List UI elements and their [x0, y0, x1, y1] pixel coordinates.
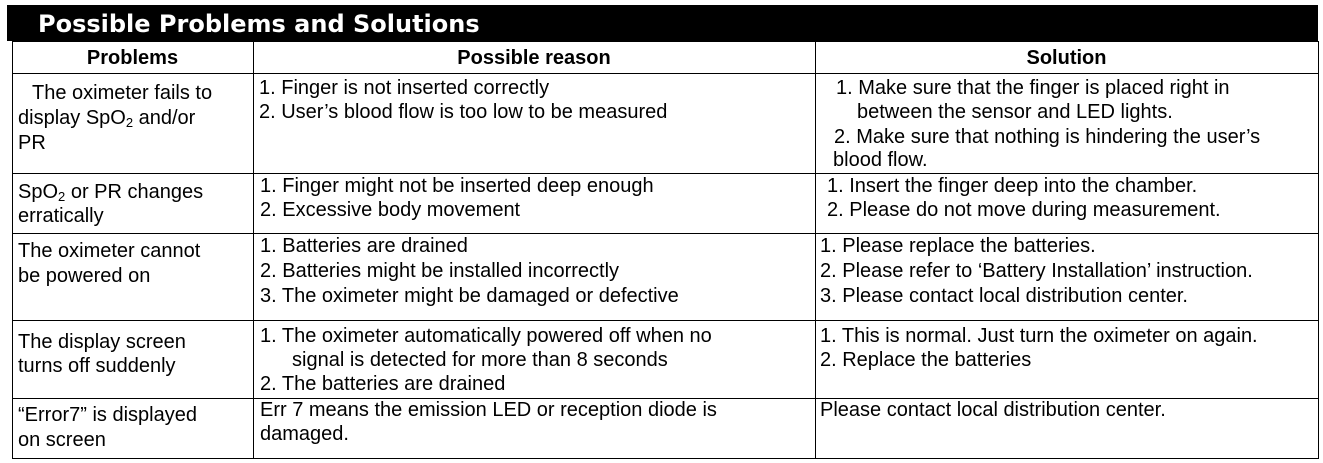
solution-text: 1. This is normal. Just turn the oximete…	[820, 325, 1258, 347]
column-divider	[815, 41, 816, 459]
problem-text: PR	[18, 132, 46, 154]
problem-text: on screen	[18, 429, 106, 451]
problem-text: “Error7” is displayed	[18, 404, 197, 426]
solution-text: 1. Make sure that the finger is placed r…	[836, 77, 1230, 99]
header-reason: Possible reason	[457, 47, 611, 69]
problem-text: The oximeter cannot	[18, 240, 201, 262]
solution-text: 1. Insert the finger deep into the chamb…	[827, 175, 1198, 197]
problem-text: erratically	[18, 205, 104, 227]
solution-text: 2. Make sure that nothing is hindering t…	[834, 126, 1261, 148]
solution-text: 2. Please do not move during measurement…	[827, 199, 1221, 221]
title-bar	[7, 5, 1318, 41]
reason-text: 2. User’s blood flow is too low to be me…	[259, 101, 668, 123]
subscript: 2	[58, 189, 66, 204]
problem-text-part: and/or	[133, 107, 196, 129]
reason-text: 1. Finger might not be inserted deep eno…	[260, 175, 654, 197]
reason-text: 2. The batteries are drained	[260, 373, 506, 395]
solution-text: 2. Replace the batteries	[820, 349, 1032, 371]
reason-text: 1. The oximeter automatically powered of…	[260, 325, 712, 347]
problem-text: be powered on	[18, 265, 151, 287]
header-solution: Solution	[1026, 47, 1107, 69]
problem-text: The display screen	[18, 331, 186, 353]
table-border	[12, 41, 13, 459]
subscript: 2	[125, 115, 134, 130]
table-border	[12, 41, 1319, 42]
problem-text: The oximeter fails to	[32, 82, 213, 104]
header-problems: Problems	[86, 47, 179, 69]
solution-text: 2. Please refer to ‘Battery Installation…	[820, 260, 1253, 282]
reason-text: 1. Finger is not inserted correctly	[259, 77, 550, 99]
reason-text: 3. The oximeter might be damaged or defe…	[260, 285, 679, 307]
reason-text: damaged.	[260, 423, 349, 445]
solution-text: Please contact local distribution center…	[820, 399, 1166, 421]
row-divider	[12, 73, 1319, 74]
solution-text: between the sensor and LED lights.	[857, 101, 1173, 123]
row-divider	[12, 398, 1319, 399]
solution-text: 3. Please contact local distribution cen…	[820, 285, 1188, 307]
row-divider	[12, 173, 1319, 174]
page-title: Possible Problems and Solutions	[38, 10, 480, 38]
problem-text: SpO2 or PR changes	[18, 180, 203, 204]
reason-text: signal is detected for more than 8 secon…	[292, 349, 668, 371]
reason-text: Err 7 means the emission LED or receptio…	[260, 399, 717, 421]
table-border	[12, 458, 1319, 459]
solution-text: blood flow.	[833, 149, 928, 171]
table-border	[1318, 41, 1319, 459]
reason-text: 2. Excessive body movement	[260, 199, 521, 221]
problem-text: display SpO2 and/or	[18, 106, 195, 130]
column-divider	[253, 41, 254, 459]
row-divider	[12, 320, 1319, 321]
solution-text: 1. Please replace the batteries.	[820, 235, 1096, 257]
problem-text-part: SpO	[18, 181, 59, 203]
reason-text: 2. Batteries might be installed incorrec…	[260, 260, 620, 282]
problem-text-part: display SpO	[18, 107, 126, 129]
problem-text: turns off suddenly	[18, 355, 176, 377]
reason-text: 1. Batteries are drained	[260, 235, 468, 257]
problem-text-part: or PR changes	[65, 181, 204, 203]
row-divider	[12, 233, 1319, 234]
